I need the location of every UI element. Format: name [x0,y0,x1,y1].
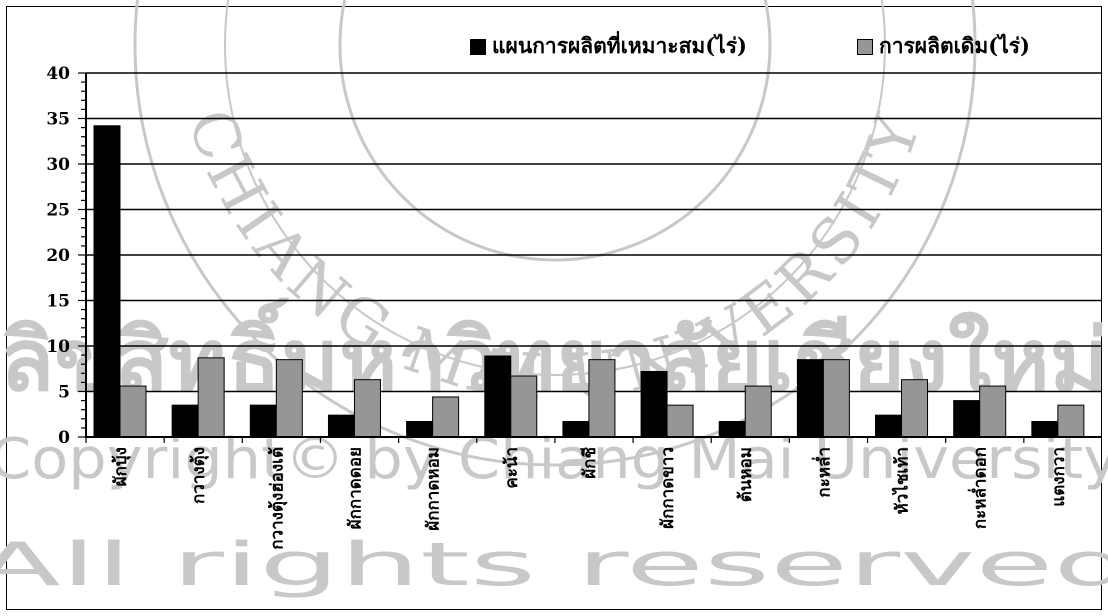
bar-current-1 [197,357,225,438]
y-tick-label-15: 15 [46,292,70,312]
bar-optimal-2 [249,404,277,438]
bar-current-5 [510,375,538,438]
x-tick-labels: ผักบุ้ง กวางตุ้ง กวางตุ้งฮ่องเต้ ผักกาดดอย ผ… [111,447,1069,550]
legend-item-optimal: แผนการผลิตที่เหมาะสม(ไร่) [470,30,747,63]
bar-optimal-12 [1031,421,1059,438]
x-tick-label-12: แตงกวา [1049,447,1069,507]
x-tick-label-8: ต้นหอม [736,447,756,502]
x-tick-label-3: ผักกาดดอย [345,447,365,529]
y-tick-label-20: 20 [46,246,70,266]
legend-label-current: การผลิตเดิม(ไร่) [879,33,1030,58]
bar-current-9 [822,359,850,438]
x-tick-label-4: ผักกาดหอม [424,447,444,531]
bar-optimal-9 [796,359,824,438]
bar-current-4 [432,396,460,438]
bar-optimal-10 [875,414,903,438]
y-tick-label-40: 40 [46,64,70,84]
x-tick-label-0: ผักบุ้ง [111,447,131,486]
legend-label-optimal: แผนการผลิตที่เหมาะสม(ไร่) [492,33,747,58]
bar-current-12 [1057,404,1085,438]
gridlines [86,72,1102,393]
bars [93,125,1085,438]
bar-optimal-1 [171,404,199,438]
x-tick-label-6: ผักชี [579,447,600,479]
y-tick-label-10: 10 [46,337,70,357]
bar-optimal-3 [327,414,355,438]
bar-optimal-7 [640,370,668,438]
y-tick-label-25: 25 [46,201,70,221]
x-tick-label-10: หัวไชเท้า [892,447,913,514]
bar-optimal-5 [484,355,512,438]
bar-optimal-11 [953,400,981,438]
x-tick-label-5: คะน้า [502,447,522,489]
bar-current-0 [119,385,147,438]
legend-swatch-optimal [470,38,486,55]
bar-optimal-8 [718,421,746,438]
bar-current-11 [979,385,1007,438]
y-tick-label-5: 5 [58,383,70,403]
y-tick-label-30: 30 [46,155,70,175]
bar-optimal-4 [406,421,434,438]
y-tick-label-0: 0 [58,428,70,448]
bar-current-10 [901,379,929,438]
bar-current-3 [353,379,381,438]
bar-current-8 [744,385,772,438]
legend-swatch-current [857,38,873,55]
y-tick-label-35: 35 [46,110,70,130]
x-tick-label-7: ผักกาดขาว [658,447,678,529]
y-tick-labels: 0 5 10 15 20 25 30 35 40 [46,64,70,448]
axes [78,72,1102,443]
bar-current-6 [588,359,616,438]
x-tick-label-11: กะหล่ำดอก [968,447,991,529]
legend-item-current: การผลิตเดิม(ไร่) [857,30,1030,63]
bar-current-7 [666,404,694,438]
x-tick-label-9: กะหล่ำ [811,447,834,498]
x-tick-label-2: กวางตุ้งฮ่องเต้ [267,447,287,550]
bar-current-2 [275,359,303,438]
bar-optimal-6 [562,421,590,438]
bar-optimal-0 [93,125,121,438]
x-tick-label-1: กวางตุ้ง [189,447,209,504]
